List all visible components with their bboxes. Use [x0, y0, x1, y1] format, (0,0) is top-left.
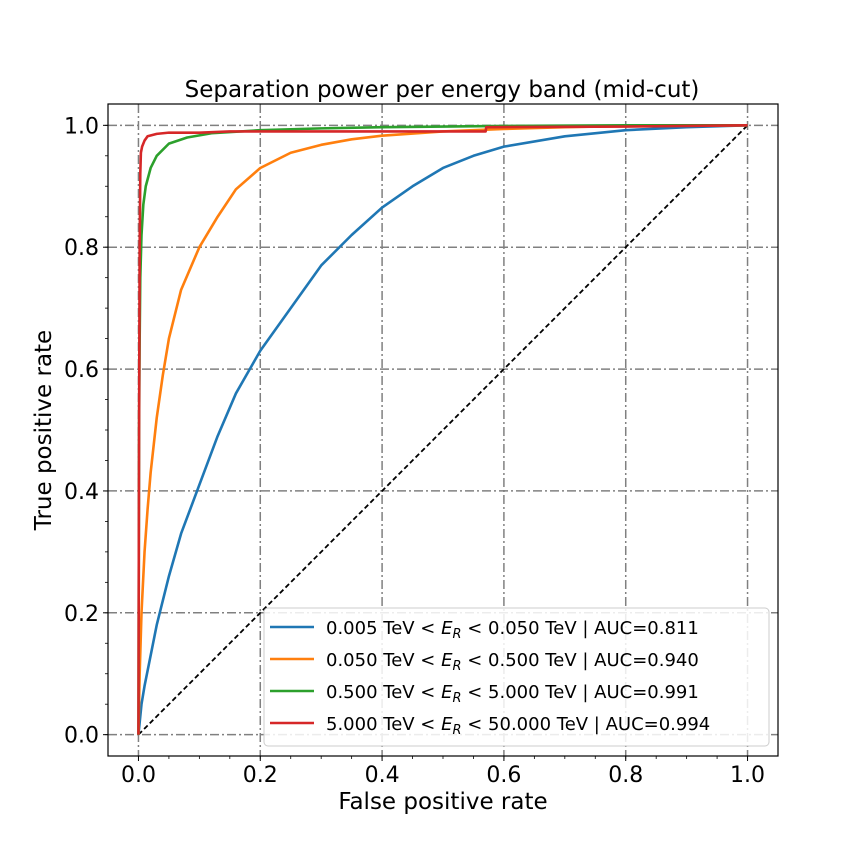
legend-label-2: 0.050 TeV < ER < 0.500 TeV | AUC=0.940 [326, 650, 699, 674]
roc-series-line-4 [137, 124, 748, 735]
x-axis-label: False positive rate [338, 789, 547, 815]
legend-label-1: 0.005 TeV < ER < 0.050 TeV | AUC=0.811 [326, 618, 699, 642]
legend-box [263, 607, 770, 747]
y-tick-label: 0.6 [64, 358, 99, 383]
x-tick-label: 0.4 [365, 763, 400, 788]
y-tick-label: 0.4 [64, 480, 99, 505]
y-axis-label: True positive rate [31, 330, 57, 531]
legend: 0.005 TeV < ER < 0.050 TeV | AUC=0.811 0.… [263, 607, 770, 747]
x-tick-label: 0.6 [486, 763, 521, 788]
plot-area [137, 124, 749, 736]
chart-title: Separation power per energy band (mid-cu… [185, 77, 700, 103]
y-tick-label: 0.0 [64, 724, 99, 749]
x-tick-label: 1.0 [730, 763, 765, 788]
y-tick-label: 1.0 [64, 114, 99, 139]
y-tick-label: 0.2 [64, 602, 99, 627]
legend-label-3: 0.500 TeV < ER < 5.000 TeV | AUC=0.991 [326, 682, 699, 706]
y-tick-label: 0.8 [64, 236, 99, 261]
x-tick-label: 0.8 [608, 763, 643, 788]
x-tick-label: 0.0 [121, 763, 156, 788]
axis-ticks: 0.0 0.2 0.4 0.6 0.8 1.0 0.0 0.2 0.4 0.6 0.8 1.0 [64, 114, 765, 788]
legend-label-4: 5.000 TeV < ER < 50.000 TeV | AUC=0.994 [326, 714, 710, 738]
x-tick-label: 0.2 [243, 763, 278, 788]
roc-series-line-1 [137, 124, 748, 735]
